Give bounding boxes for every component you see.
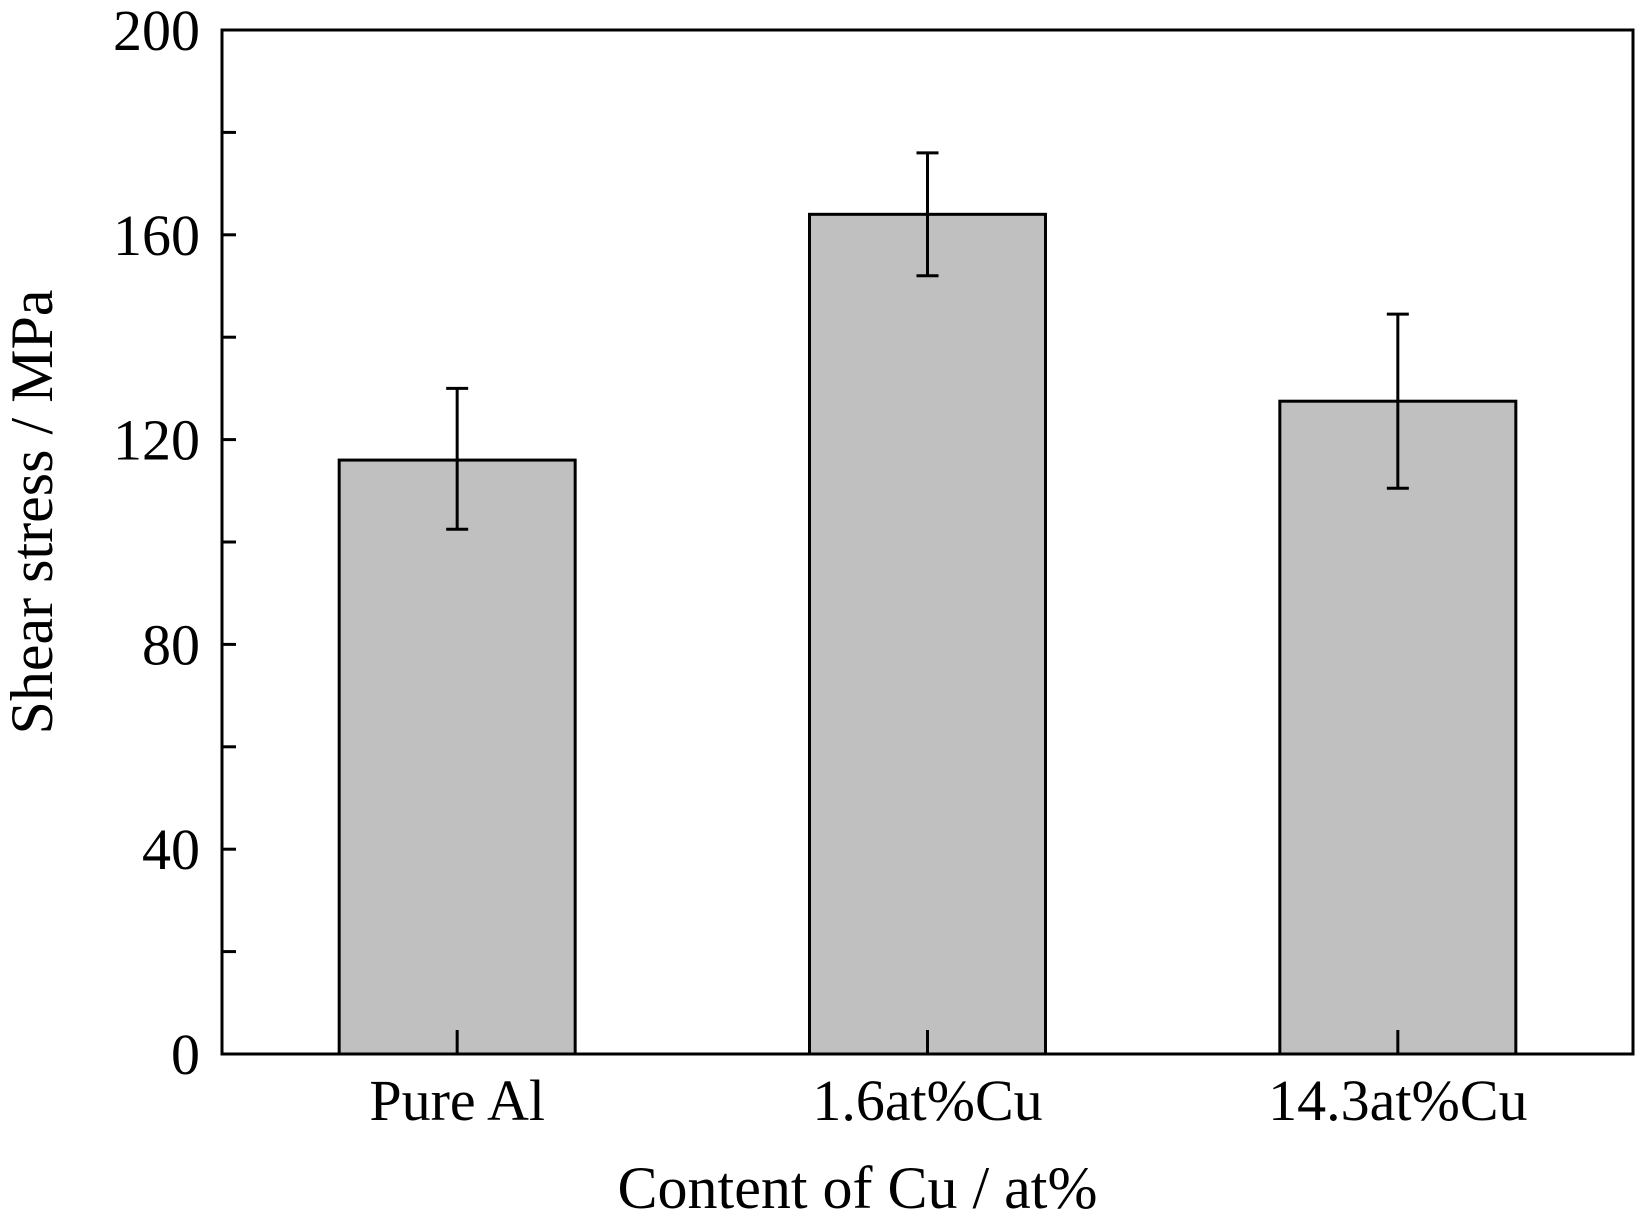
y-tick-label: 120 <box>113 408 200 473</box>
y-tick-label: 80 <box>142 612 200 677</box>
error-bar-1 <box>446 386 469 531</box>
bar-1 <box>337 458 577 1056</box>
error-bar-3 <box>1386 312 1409 490</box>
x-tick-label: 14.3at%Cu <box>1268 1068 1527 1133</box>
x-tick-label: 1.6at%Cu <box>812 1068 1042 1133</box>
y-tick-labels: 0 40 80 120 160 200 <box>113 0 200 1087</box>
y-tick-label: 40 <box>142 817 200 882</box>
x-tick-label: Pure Al <box>369 1068 545 1133</box>
bar-2 <box>808 212 1047 1056</box>
x-tick-labels: Pure Al 1.6at%Cu 14.3at%Cu <box>369 1068 1527 1133</box>
error-bars-layer <box>446 151 1409 531</box>
error-bar-2 <box>916 151 939 278</box>
y-tick-label: 160 <box>113 203 200 268</box>
x-axis-title: Content of Cu / at% <box>618 1155 1098 1221</box>
bar-3 <box>1278 399 1518 1056</box>
y-tick-label: 0 <box>171 1022 200 1087</box>
ticks-layer <box>222 130 1400 1054</box>
y-axis-title: Shear stress / MPa <box>0 290 65 735</box>
bars-layer <box>337 212 1518 1056</box>
y-tick-label: 200 <box>113 0 200 63</box>
